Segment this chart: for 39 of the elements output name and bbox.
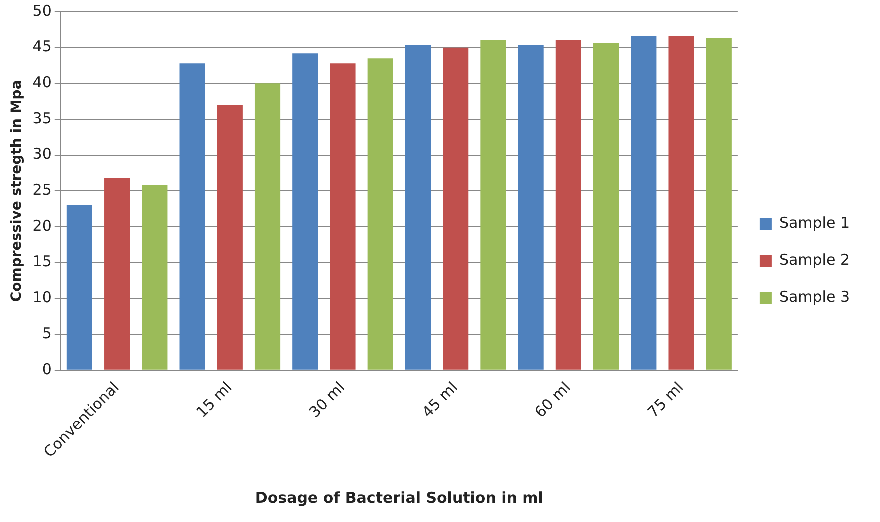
bar [518, 44, 544, 370]
bar [405, 44, 432, 370]
y-tick-label: 30 [32, 145, 52, 164]
x-tick-label: 75 ml [644, 378, 688, 422]
y-tick-label: 5 [42, 324, 52, 342]
legend-label: Sample 3 [779, 288, 850, 306]
x-tick-label: 15 ml [192, 378, 236, 422]
bar [142, 185, 168, 370]
bar [631, 36, 657, 370]
bar [180, 64, 206, 370]
x-tick-label: 30 ml [306, 378, 349, 422]
bar [706, 38, 732, 370]
bar [480, 40, 506, 370]
x-tick-label: 45 ml [418, 378, 462, 422]
bar [330, 64, 356, 370]
bar [292, 54, 318, 370]
bar [368, 58, 394, 370]
legend-label: Sample 2 [779, 250, 850, 269]
y-axis-title: Compressive stregth in Mpa [9, 80, 26, 302]
x-axis-title: Dosage of Bacterial Solution in ml [255, 488, 544, 507]
y-tick-label: 0 [42, 360, 52, 378]
bar [254, 84, 281, 370]
bar [66, 206, 92, 370]
bar [104, 178, 130, 370]
y-tick-label: 50 [32, 2, 52, 20]
y-tick-label: 40 [32, 74, 52, 92]
bar [217, 105, 243, 370]
y-tick-label: 35 [32, 109, 52, 128]
bar [668, 36, 694, 370]
y-tick-label: 10 [32, 288, 52, 307]
x-tick-label: 60 ml [531, 378, 574, 422]
y-tick-label: 15 [32, 252, 52, 271]
y-tick-label: 25 [32, 181, 52, 200]
bar [556, 40, 582, 370]
legend-label: Sample 1 [779, 214, 850, 232]
y-tick-label: 45 [32, 38, 52, 56]
bar [594, 44, 620, 370]
y-tick-label: 20 [32, 216, 52, 235]
bar [443, 48, 469, 370]
